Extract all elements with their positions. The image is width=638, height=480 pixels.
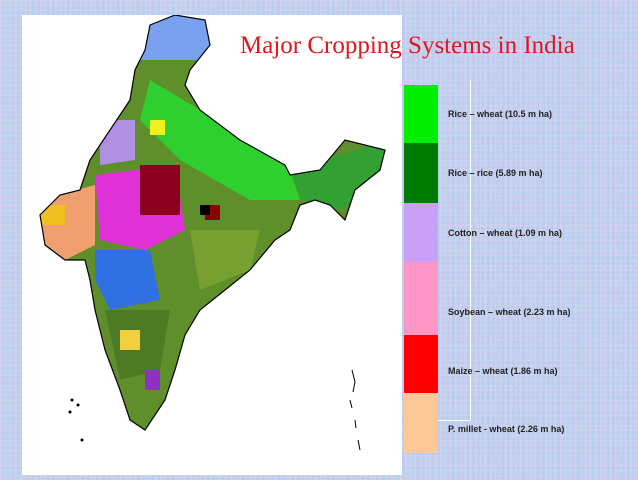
legend-swatch: [404, 262, 438, 335]
legend-swatch: [404, 143, 438, 203]
legend-item-rice-wheat: Rice – wheat (10.5 m ha): [404, 85, 604, 143]
legend-swatch: [404, 393, 438, 453]
legend-item-maize-wheat: Maize – wheat (1.86 m ha): [404, 335, 604, 393]
india-map: [39, 14, 386, 451]
legend-swatch: [404, 203, 438, 262]
andaman-islands: [349, 369, 361, 451]
legend-item-cotton-wheat: Cotton – wheat (1.09 m ha): [404, 203, 604, 262]
divider-line: [438, 420, 470, 421]
legend-label: Cotton – wheat (1.09 m ha): [448, 227, 563, 238]
legend-label: Maize – wheat (1.86 m ha): [448, 365, 558, 376]
legend-item-rice-rice: Rice – rice (5.89 m ha): [404, 143, 604, 203]
divider-line: [470, 80, 471, 420]
map-panel: [22, 14, 402, 475]
lakshadweep-islands: [68, 398, 84, 442]
legend-label: Rice – wheat (10.5 m ha): [448, 109, 553, 119]
legend-label: Soybean – wheat (2.23 m ha): [448, 306, 571, 317]
legend-swatch: [404, 335, 438, 393]
legend-item-millet-wheat: P. millet - wheat (2.26 m ha): [404, 393, 604, 453]
region-rice-wheat: [140, 80, 300, 200]
legend-label: P. millet - wheat (2.26 m ha): [448, 424, 565, 434]
legend-swatch: [404, 85, 438, 143]
slide-title: Major Cropping Systems in India: [240, 32, 575, 59]
region-millet: [40, 185, 95, 260]
legend-item-soybean-wheat: Soybean – wheat (2.23 m ha): [404, 262, 604, 335]
legend-label: Rice – rice (5.89 m ha): [448, 168, 543, 178]
